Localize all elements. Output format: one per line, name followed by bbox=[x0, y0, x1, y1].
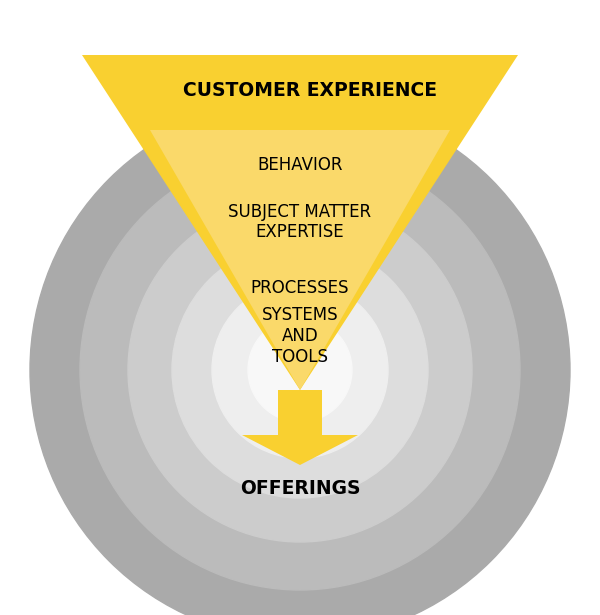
Text: BEHAVIOR: BEHAVIOR bbox=[257, 156, 343, 174]
Text: SYSTEMS
AND
TOOLS: SYSTEMS AND TOOLS bbox=[262, 306, 338, 366]
Circle shape bbox=[30, 100, 570, 615]
Circle shape bbox=[172, 242, 428, 498]
Text: OFFERINGS: OFFERINGS bbox=[240, 478, 360, 498]
Circle shape bbox=[212, 282, 388, 458]
Text: PROCESSES: PROCESSES bbox=[251, 279, 349, 297]
Text: SUBJECT MATTER
EXPERTISE: SUBJECT MATTER EXPERTISE bbox=[229, 202, 371, 242]
Text: CUSTOMER EXPERIENCE: CUSTOMER EXPERIENCE bbox=[183, 81, 437, 100]
Circle shape bbox=[80, 150, 520, 590]
Polygon shape bbox=[242, 390, 358, 465]
Circle shape bbox=[128, 198, 472, 542]
Polygon shape bbox=[150, 130, 450, 390]
Polygon shape bbox=[82, 55, 518, 390]
Circle shape bbox=[248, 318, 352, 422]
